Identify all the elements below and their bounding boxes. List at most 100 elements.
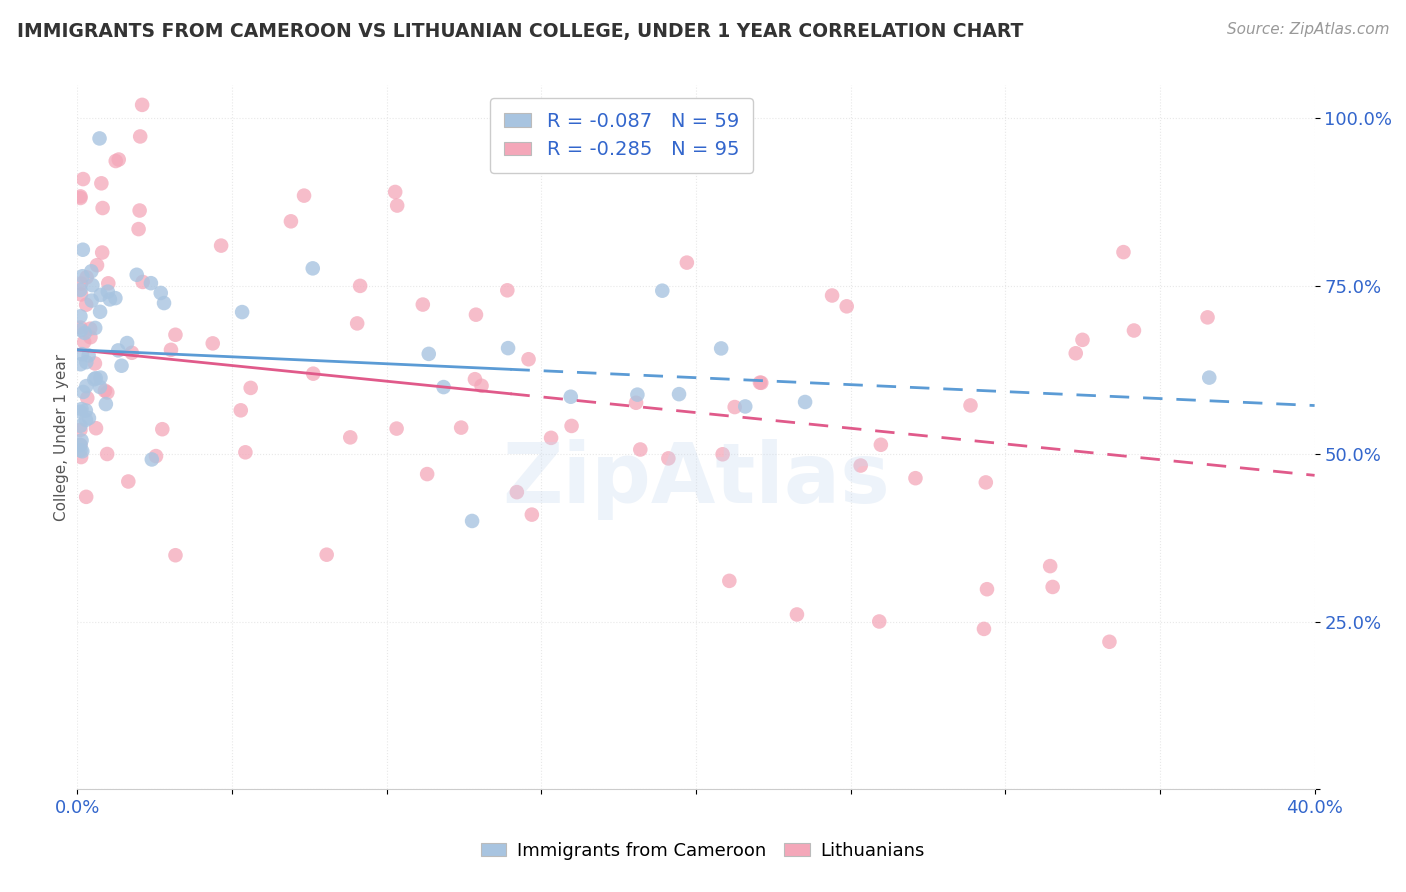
Point [418, 347, 440, 361]
Point [129, 129, 152, 144]
Point [76, 270, 98, 285]
Point [201, 336, 224, 351]
Point [229, 403, 252, 417]
Point [97, 285, 120, 299]
Point [91, 201, 114, 215]
Point [959, 398, 981, 412]
Point [72, 269, 94, 284]
Point [412, 297, 434, 311]
Point [506, 485, 529, 500]
Point [786, 607, 808, 622]
Point [128, 222, 150, 236]
Point [110, 359, 132, 373]
Point [711, 447, 734, 461]
Point [117, 475, 139, 489]
Point [520, 508, 543, 522]
Point [77, 348, 100, 362]
Point [976, 582, 998, 597]
Point [80, 293, 103, 308]
Point [231, 305, 253, 319]
Point [69, 320, 91, 334]
Point [83, 372, 105, 386]
Point [165, 548, 187, 562]
Point [75, 490, 97, 504]
Point [973, 622, 995, 636]
Point [1064, 346, 1087, 360]
Point [89, 370, 111, 384]
Point [96, 447, 118, 461]
Point [870, 438, 893, 452]
Point [165, 327, 187, 342]
Point [70, 450, 93, 464]
Point [496, 341, 519, 355]
Point [141, 452, 163, 467]
Point [69, 418, 91, 433]
Point [626, 387, 648, 401]
Point [91, 245, 114, 260]
Point [89, 305, 111, 319]
Point [150, 422, 173, 436]
Point [1123, 324, 1146, 338]
Point [540, 431, 562, 445]
Point [560, 390, 582, 404]
Point [239, 381, 262, 395]
Legend: Immigrants from Cameroon, Lithuanians: Immigrants from Cameroon, Lithuanians [474, 835, 932, 867]
Point [794, 395, 817, 409]
Point [128, 203, 150, 218]
Point [94, 397, 117, 411]
Point [676, 255, 699, 269]
Point [70, 277, 93, 291]
Point [84, 371, 107, 385]
Point [149, 285, 172, 300]
Point [75, 403, 97, 417]
Point [69, 283, 91, 297]
Point [461, 514, 484, 528]
Point [724, 400, 747, 414]
Point [1098, 634, 1121, 648]
Point [115, 336, 138, 351]
Point [69, 310, 91, 324]
Point [79, 322, 101, 336]
Point [98, 293, 121, 307]
Point [76, 391, 98, 405]
Point [73, 326, 96, 340]
Point [651, 284, 673, 298]
Point [450, 420, 472, 434]
Point [84, 357, 107, 371]
Point [69, 189, 91, 203]
Point [90, 177, 112, 191]
Point [465, 308, 488, 322]
Point [70, 323, 93, 337]
Point [70, 287, 93, 301]
Point [69, 438, 91, 452]
Point [75, 355, 97, 369]
Point [131, 275, 153, 289]
Point [821, 288, 844, 302]
Point [315, 548, 337, 562]
Point [69, 357, 91, 371]
Point [628, 442, 651, 457]
Point [1039, 559, 1062, 574]
Point [107, 343, 129, 358]
Point [835, 299, 858, 313]
Text: ZipAtlas: ZipAtlas [502, 439, 890, 520]
Point [561, 418, 583, 433]
Point [82, 278, 104, 293]
Point [153, 296, 176, 310]
Point [292, 188, 315, 202]
Point [89, 131, 111, 145]
Point [749, 376, 772, 390]
Point [339, 430, 361, 444]
Point [517, 352, 540, 367]
Point [139, 276, 162, 290]
Point [94, 384, 117, 398]
Point [72, 243, 94, 257]
Point [734, 400, 756, 414]
Point [904, 471, 927, 485]
Point [79, 330, 101, 344]
Point [657, 451, 679, 466]
Point [72, 384, 94, 399]
Point [69, 191, 91, 205]
Point [70, 402, 93, 417]
Point [89, 380, 111, 394]
